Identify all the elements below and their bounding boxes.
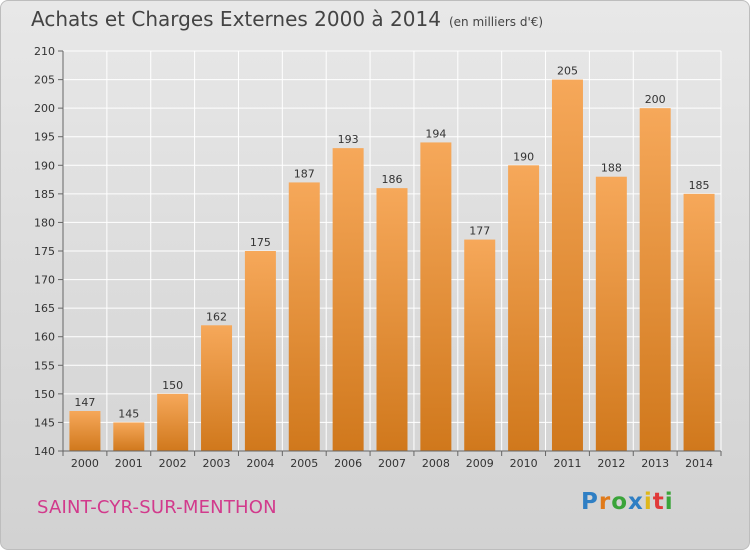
y-tick-label: 140: [34, 445, 55, 458]
bar-2010: [508, 165, 540, 452]
x-tick-label: 2006: [334, 457, 362, 470]
value-label: 190: [513, 150, 534, 163]
logo-letter: P: [581, 489, 599, 515]
bar-2001: [113, 422, 145, 451]
value-label: 200: [645, 93, 666, 106]
value-label: 150: [162, 379, 183, 392]
bar-2014: [683, 193, 715, 451]
value-label: 147: [74, 396, 95, 409]
y-tick-label: 170: [34, 274, 55, 287]
value-label: 187: [294, 167, 315, 180]
value-label: 193: [338, 133, 359, 146]
y-tick-label: 155: [34, 359, 55, 372]
chart-title: Achats et Charges Externes 2000 à 2014 (e…: [31, 7, 543, 31]
value-label: 186: [382, 173, 403, 186]
y-tick-label: 205: [34, 74, 55, 87]
x-tick-label: 2000: [71, 457, 99, 470]
value-label: 175: [250, 236, 271, 249]
x-tick-label: 2009: [466, 457, 494, 470]
y-tick-label: 185: [34, 188, 55, 201]
bar-2008: [420, 142, 452, 451]
bar-2000: [69, 411, 101, 451]
value-label: 205: [557, 65, 578, 78]
x-tick-label: 2013: [641, 457, 669, 470]
logo-letter: o: [611, 489, 629, 515]
bar-2004: [244, 251, 276, 451]
x-tick-label: 2004: [246, 457, 274, 470]
bar-2013: [639, 108, 671, 452]
x-tick-label: 2008: [422, 457, 450, 470]
bar-2009: [464, 239, 496, 451]
x-tick-label: 2010: [510, 457, 538, 470]
value-label: 194: [425, 127, 446, 140]
x-tick-label: 2007: [378, 457, 406, 470]
x-tick-label: 2003: [203, 457, 231, 470]
x-tick-label: 2002: [159, 457, 187, 470]
bar-2007: [376, 188, 408, 451]
value-label: 188: [601, 162, 622, 175]
y-tick-label: 190: [34, 159, 55, 172]
value-label: 177: [469, 225, 490, 238]
axes: 1401451501551601651701751801851901952002…: [34, 45, 722, 470]
bar-2003: [201, 325, 233, 451]
value-label: 145: [118, 407, 139, 420]
proxiti-logo: Proxiti: [581, 489, 674, 515]
chart-unit: (en milliers d'€): [448, 15, 544, 29]
logo-letter: x: [628, 489, 644, 515]
y-tick-label: 150: [34, 388, 55, 401]
y-tick-label: 180: [34, 216, 55, 229]
x-tick-label: 2011: [553, 457, 581, 470]
y-tick-label: 200: [34, 102, 55, 115]
logo-letter: i: [664, 489, 674, 515]
y-tick-label: 165: [34, 302, 55, 315]
bar-2002: [157, 393, 189, 451]
x-tick-label: 2012: [597, 457, 625, 470]
bars: 147 145 150 162 175 187 193 186 194 177 190 205 188 2…: [69, 65, 715, 452]
x-tick-label: 2001: [115, 457, 143, 470]
value-label: 162: [206, 310, 227, 323]
logo-letter: t: [652, 489, 665, 515]
commune-name: SAINT-CYR-SUR-MENTHON: [37, 497, 277, 518]
bar-2005: [288, 182, 320, 451]
y-tick-label: 145: [34, 416, 55, 429]
value-label: 185: [689, 179, 710, 192]
logo-letter: r: [598, 489, 612, 515]
bar-2012: [595, 176, 627, 451]
y-tick-label: 175: [34, 245, 55, 258]
x-tick-label: 2014: [685, 457, 713, 470]
x-tick-label: 2005: [290, 457, 318, 470]
chart-title-text: Achats et Charges Externes 2000 à 2014: [31, 7, 441, 31]
bar-2011: [551, 79, 583, 452]
bar-2006: [332, 148, 364, 451]
logo-letter: i: [643, 489, 653, 515]
y-tick-label: 210: [34, 45, 55, 58]
y-tick-label: 195: [34, 131, 55, 144]
y-tick-label: 160: [34, 331, 55, 344]
